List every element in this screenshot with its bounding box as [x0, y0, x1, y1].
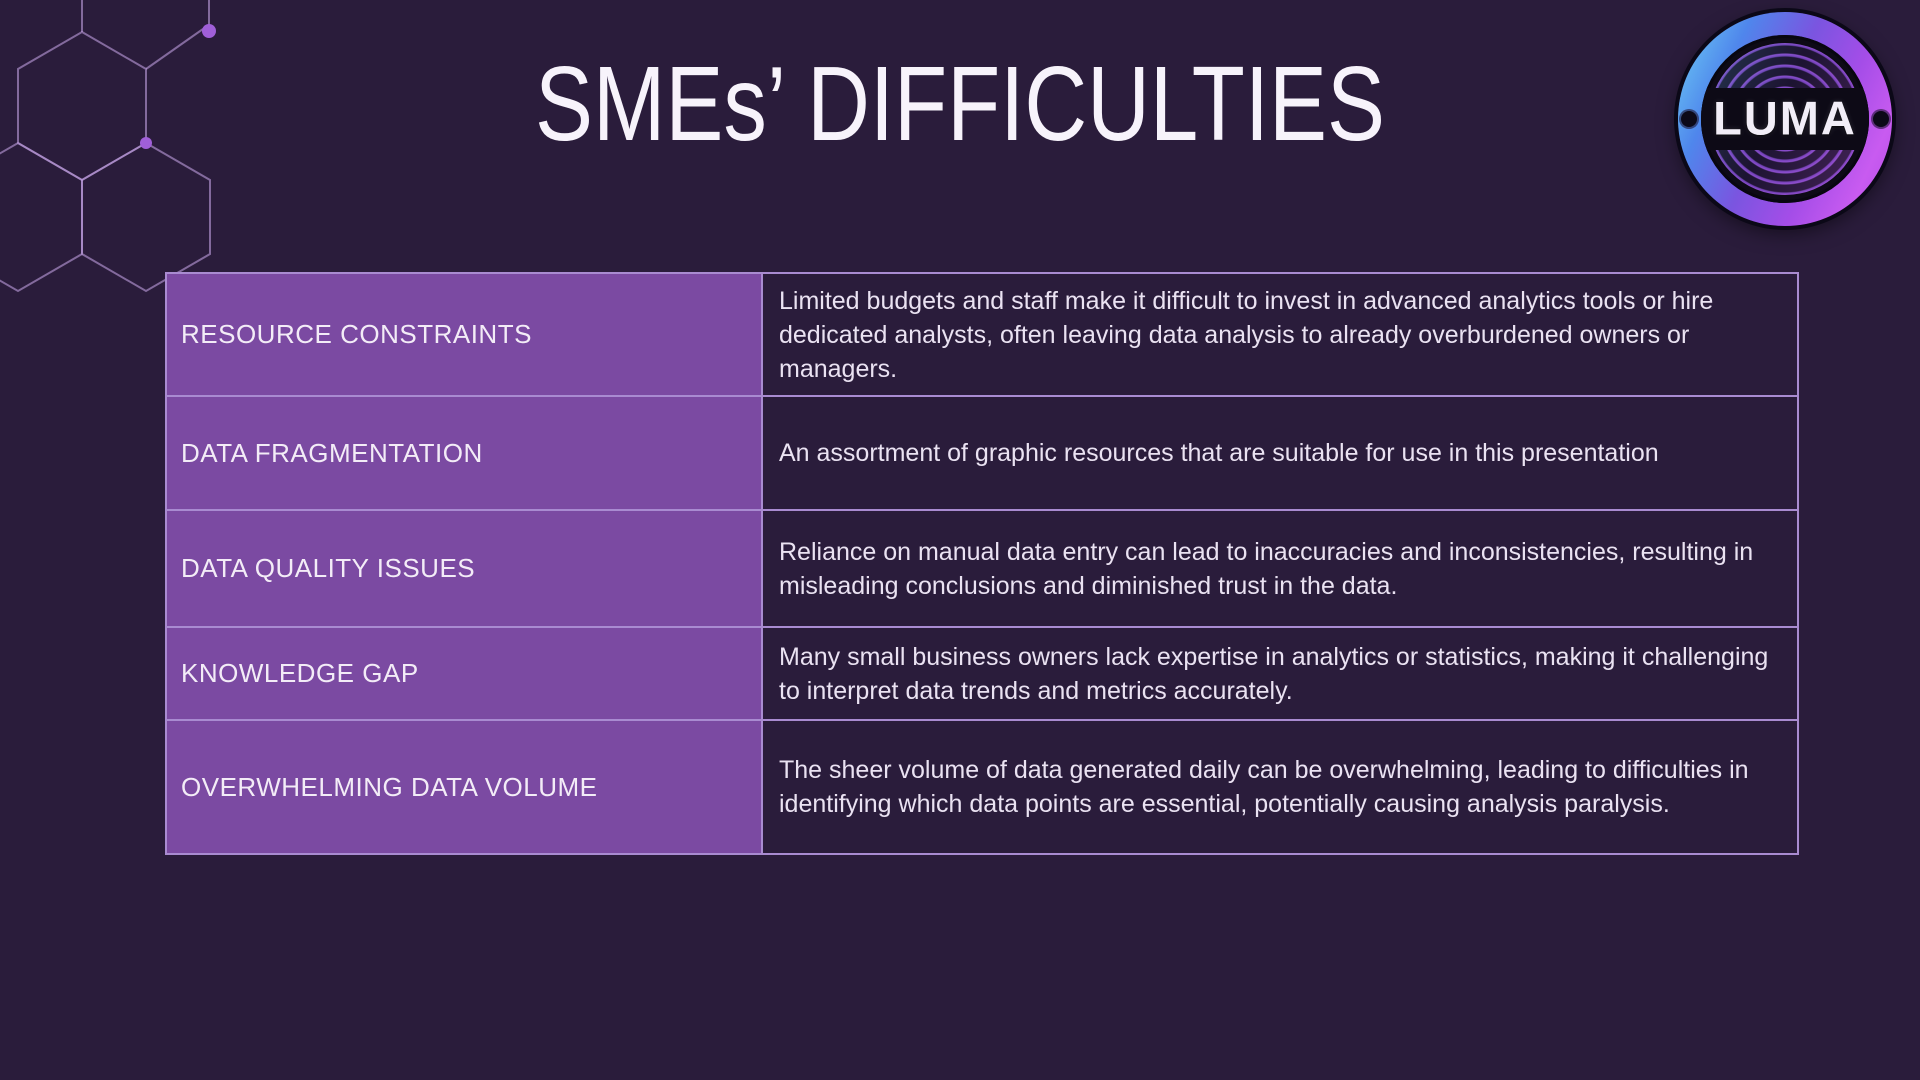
logo-wordmark: LUMA: [1713, 91, 1857, 145]
logo-left-dot: [1681, 111, 1697, 127]
logo-right-dot: [1873, 111, 1889, 127]
slide-title: SMEs’ DIFFICULTIES: [535, 45, 1385, 163]
table-row: RESOURCE CONSTRAINTS Limited budgets and …: [167, 274, 1797, 395]
table-row: KNOWLEDGE GAP Many small business owners …: [167, 626, 1797, 719]
logo-center-band: [1701, 88, 1869, 150]
row-description-cell: Limited budgets and staff make it diffic…: [763, 274, 1797, 395]
row-label-cell: KNOWLEDGE GAP: [167, 628, 763, 719]
hexagon-dot: [140, 137, 152, 149]
row-label-cell: OVERWHELMING DATA VOLUME: [167, 721, 763, 853]
row-label-cell: DATA FRAGMENTATION: [167, 397, 763, 509]
row-label-cell: DATA QUALITY ISSUES: [167, 511, 763, 626]
luma-logo: LUMA: [1678, 12, 1892, 226]
row-description-cell: An assortment of graphic resources that …: [763, 397, 1797, 509]
row-description-cell: Many small business owners lack expertis…: [763, 628, 1797, 719]
difficulties-table: RESOURCE CONSTRAINTS Limited budgets and …: [165, 272, 1799, 855]
hexagon-pattern-decoration: [0, 0, 216, 293]
row-description-cell: Reliance on manual data entry can lead t…: [763, 511, 1797, 626]
row-label-cell: RESOURCE CONSTRAINTS: [167, 274, 763, 395]
row-description-cell: The sheer volume of data generated daily…: [763, 721, 1797, 853]
table-row: OVERWHELMING DATA VOLUME The sheer volume…: [167, 719, 1797, 853]
logo-inner-disc: LUMA: [1701, 35, 1869, 203]
table-row: DATA FRAGMENTATION An assortment of graph…: [167, 395, 1797, 509]
hexagon-dot: [202, 24, 216, 38]
table-row: DATA QUALITY ISSUES Reliance on manual da…: [167, 509, 1797, 626]
